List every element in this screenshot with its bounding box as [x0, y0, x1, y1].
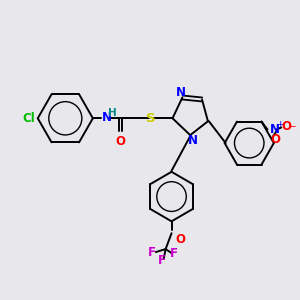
Text: F: F	[148, 245, 156, 259]
Text: −: −	[288, 122, 297, 132]
Text: O: O	[281, 120, 291, 133]
Text: N: N	[102, 111, 112, 124]
Text: N: N	[188, 134, 198, 147]
Text: Cl: Cl	[22, 112, 35, 125]
Text: H: H	[108, 108, 116, 118]
Text: N: N	[269, 123, 279, 136]
Text: S: S	[146, 112, 156, 125]
Text: F: F	[169, 247, 178, 260]
Text: N: N	[176, 86, 185, 99]
Text: O: O	[270, 133, 280, 146]
Text: F: F	[158, 254, 166, 268]
Text: O: O	[176, 233, 185, 246]
Text: +: +	[276, 120, 284, 129]
Text: O: O	[116, 135, 125, 148]
